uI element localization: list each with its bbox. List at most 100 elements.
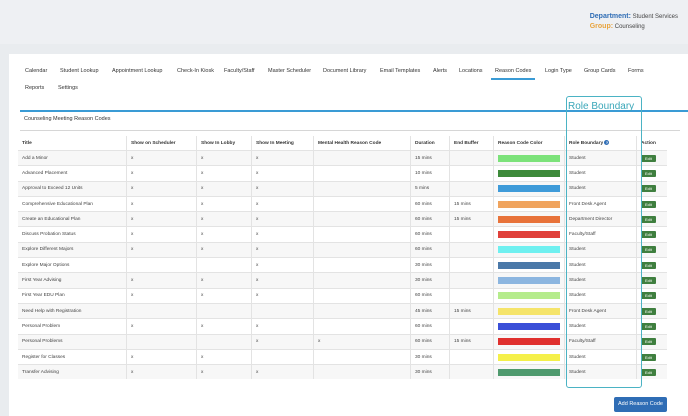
tab-calendar[interactable]: Calendar [25, 68, 48, 74]
cell-action: Edit [636, 149, 667, 166]
cell-title: Register for Classes [18, 348, 127, 365]
col-action[interactable]: Action [636, 136, 667, 151]
col-show-in-lobby[interactable]: Show In Lobby [196, 136, 252, 151]
cell-role-boundary: Student [564, 318, 637, 335]
edit-button[interactable]: Edit [641, 261, 656, 269]
edit-button[interactable]: Edit [641, 368, 656, 376]
section-title: Counseling Meeting Reason Codes [24, 116, 111, 122]
department-value: Student Services [632, 14, 678, 20]
edit-button[interactable]: Edit [641, 246, 656, 254]
cell-title: Transfer Advising [18, 364, 127, 380]
cell-show-in-lobby: x [196, 364, 252, 380]
cell-role-boundary: Student [564, 180, 637, 197]
cell-title: Comprehensive Educational Plan [18, 195, 127, 212]
table-row: Discuss Probation Status x x x 60 mins Facult… [18, 226, 667, 243]
cell-action: Edit [636, 226, 667, 243]
color-swatch [498, 185, 560, 193]
tab-document-library[interactable]: Document Library [323, 68, 367, 74]
table-row: Need Help with Registration 45 mins 15 min… [18, 302, 667, 319]
cell-role-boundary: Student [564, 364, 637, 380]
edit-button[interactable]: Edit [641, 185, 656, 193]
cell-role-boundary: Department Director [564, 211, 637, 227]
tab-settings[interactable]: Settings [58, 85, 78, 91]
cell-duration: 60 mins [410, 195, 450, 212]
cell-reason-code-color [493, 149, 565, 166]
group-value: Counseling [614, 24, 645, 30]
col-show-on-scheduler[interactable]: Show on Scheduler [126, 136, 197, 151]
tab-check-in-kiosk[interactable]: Check-In Kiosk [177, 68, 214, 74]
cell-end-buffer [449, 257, 494, 273]
role-boundary-highlight [566, 96, 642, 388]
color-swatch [498, 246, 560, 254]
cell-title: Personal Problem [18, 318, 127, 335]
cell-show-in-meeting [251, 348, 314, 365]
cell-reason-code-color [493, 195, 565, 212]
cell-show-in-meeting: x [251, 257, 314, 273]
cell-role-boundary: Faculty/Staff [564, 226, 637, 243]
cell-action: Edit [636, 195, 667, 212]
tab-locations[interactable]: Locations [459, 68, 483, 74]
edit-button[interactable]: Edit [641, 169, 656, 177]
tab-reason-codes[interactable]: Reason Codes [491, 64, 536, 80]
edit-button[interactable]: Edit [641, 353, 656, 361]
color-swatch [498, 154, 560, 162]
cell-show-on-scheduler: x [126, 287, 197, 304]
cell-mental-health [313, 318, 411, 335]
table-header-row: Title Show on Scheduler Show In Lobby Sh… [18, 136, 667, 151]
role-boundary-header-label: Role Boundary [569, 140, 604, 146]
col-reason-code-color[interactable]: Reason Code Color [493, 136, 565, 151]
tab-reports[interactable]: Reports [25, 85, 45, 91]
col-role-boundary[interactable]: Role Boundary ? [564, 136, 637, 151]
edit-button[interactable]: Edit [641, 154, 656, 162]
cell-show-on-scheduler [126, 333, 197, 350]
table-row: Approval to Exceed 12 Units x x x 5 mins Stud… [18, 180, 667, 197]
color-swatch [498, 368, 560, 376]
col-end-buffer[interactable]: End Buffer [449, 136, 494, 151]
col-mental-health-reason-code[interactable]: Mental Health Reason Code [313, 136, 411, 151]
cell-show-in-lobby: x [196, 180, 252, 197]
tab-master-scheduler[interactable]: Master Scheduler [268, 68, 312, 74]
cell-show-on-scheduler: x [126, 211, 197, 227]
cell-title: Explore Different Majors [18, 241, 127, 258]
edit-button[interactable]: Edit [641, 277, 656, 285]
col-show-in-meeting[interactable]: Show In Meeting [251, 136, 314, 151]
cell-show-in-lobby: x [196, 226, 252, 243]
tab-appointment-lookup[interactable]: Appointment Lookup [112, 68, 163, 74]
edit-button[interactable]: Edit [641, 338, 656, 346]
cell-mental-health: x [313, 333, 411, 350]
tab-alerts[interactable]: Alerts [433, 68, 448, 74]
cell-show-on-scheduler: x [126, 165, 197, 182]
col-duration[interactable]: Duration [410, 136, 450, 151]
edit-button[interactable]: Edit [641, 215, 656, 223]
edit-button[interactable]: Edit [641, 231, 656, 239]
cell-end-buffer: 15 mins [449, 211, 494, 227]
color-swatch [498, 200, 560, 208]
cell-role-boundary: Student [564, 241, 637, 258]
color-swatch [498, 261, 560, 269]
cell-role-boundary: Student [564, 149, 637, 166]
cell-show-on-scheduler [126, 257, 197, 273]
cell-reason-code-color [493, 257, 565, 273]
tab-group-cards[interactable]: Group Cards [584, 68, 616, 74]
table-row: Personal Problems x x 60 mins 15 mins Faculty… [18, 333, 667, 350]
cell-reason-code-color [493, 272, 565, 289]
tab-faculty-staff[interactable]: Faculty/Staff [224, 68, 255, 74]
tab-forms[interactable]: Forms [628, 68, 644, 74]
cell-action: Edit [636, 287, 667, 304]
edit-button[interactable]: Edit [641, 307, 656, 315]
role-boundary-annotation-label: Role Boundary [568, 101, 635, 112]
tab-login-type[interactable]: Login Type [545, 68, 572, 74]
cell-show-in-meeting: x [251, 287, 314, 304]
cell-show-in-lobby: x [196, 287, 252, 304]
tab-student-lookup[interactable]: Student Lookup [60, 68, 99, 74]
question-circle-icon[interactable]: ? [604, 140, 610, 146]
col-title[interactable]: Title [22, 140, 32, 146]
cell-show-in-meeting: x [251, 165, 314, 182]
edit-button[interactable]: Edit [641, 200, 656, 208]
cell-mental-health [313, 226, 411, 243]
tab-email-templates[interactable]: Email Templates [380, 68, 421, 74]
add-reason-code-button[interactable]: Add Reason Code [614, 397, 667, 412]
edit-button[interactable]: Edit [641, 322, 656, 330]
cell-show-on-scheduler: x [126, 272, 197, 289]
edit-button[interactable]: Edit [641, 292, 656, 300]
